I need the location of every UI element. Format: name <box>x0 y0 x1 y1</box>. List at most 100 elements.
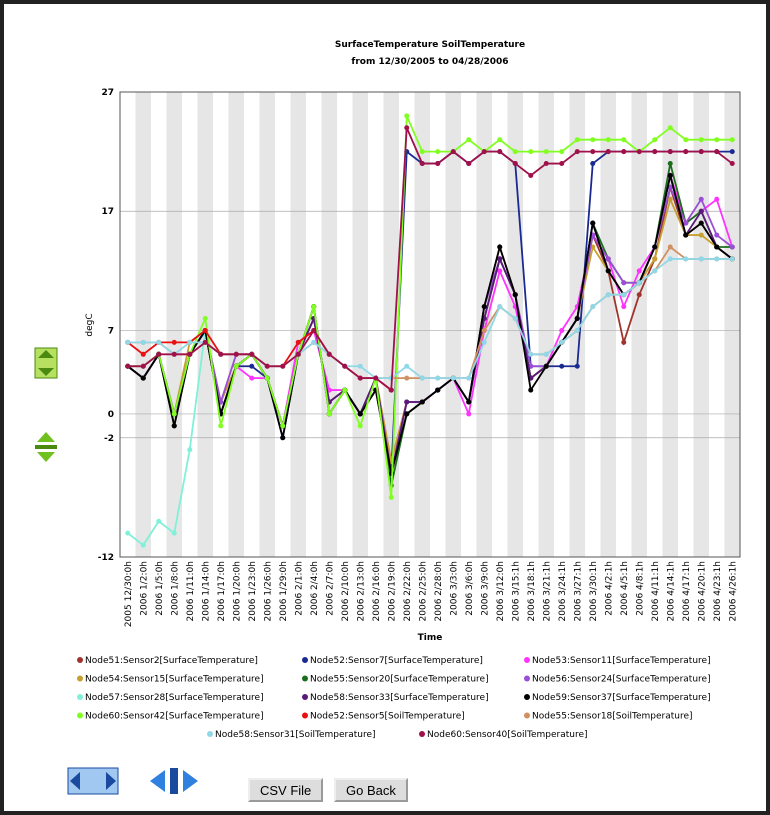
data-point <box>404 399 410 405</box>
data-point <box>357 411 363 417</box>
legend-swatch <box>524 712 530 719</box>
data-point <box>636 149 642 155</box>
data-point <box>652 256 658 262</box>
data-point <box>714 232 720 238</box>
data-point <box>512 292 518 298</box>
data-point <box>156 339 162 345</box>
data-point <box>125 339 131 345</box>
x-tick-label: 2006 2/28:0h <box>434 561 444 621</box>
data-point <box>466 411 472 417</box>
data-point <box>590 304 596 310</box>
data-point <box>714 149 720 155</box>
data-point <box>342 363 348 369</box>
data-point <box>295 351 301 357</box>
data-point <box>435 387 441 393</box>
legend-label: Node55:Sensor18[SoilTemperature] <box>532 712 693 722</box>
x-tick-label: 2006 1/23:0h <box>248 561 258 621</box>
data-point <box>574 316 580 322</box>
legend-swatch <box>77 694 83 700</box>
x-tick-label: 2006 2/4:0h <box>310 561 320 616</box>
legend-swatch <box>77 675 83 682</box>
band <box>259 92 275 557</box>
data-point <box>559 327 565 333</box>
legend-label: Node59:Sensor37[SurfaceTemperature] <box>532 693 711 703</box>
legend-label: Node52:Sensor7[SurfaceTemperature] <box>310 656 483 666</box>
band <box>321 92 337 557</box>
data-point <box>357 423 363 429</box>
data-point <box>605 292 611 298</box>
data-point <box>481 304 487 310</box>
data-point <box>450 375 456 381</box>
band <box>445 92 461 557</box>
data-point <box>326 351 332 357</box>
x-tick-label: 2006 3/24:1h <box>558 561 568 621</box>
data-point <box>450 149 456 155</box>
data-point <box>264 375 270 381</box>
data-point <box>528 351 534 357</box>
x-tick-label: 2006 3/21:1h <box>542 561 552 621</box>
data-point <box>698 220 704 226</box>
zoom-in-horizontal-icon[interactable] <box>67 767 119 795</box>
data-point <box>311 327 317 333</box>
data-point <box>419 399 425 405</box>
y-tick-label: 17 <box>101 207 114 217</box>
zoom-in-vertical-icon[interactable] <box>34 347 58 379</box>
data-point <box>388 494 394 500</box>
data-point <box>621 339 627 345</box>
data-point <box>621 304 627 310</box>
data-point <box>512 149 518 155</box>
data-point <box>559 149 565 155</box>
data-point <box>342 387 348 393</box>
data-point <box>497 268 503 274</box>
data-point <box>125 363 131 369</box>
zoom-out-vertical-icon[interactable] <box>35 432 57 462</box>
plot-border <box>119 91 741 558</box>
data-point <box>574 327 580 333</box>
band <box>414 92 430 557</box>
data-point <box>171 339 177 345</box>
data-point <box>419 149 425 155</box>
x-tick-label: 2006 2/25:0h <box>418 561 428 621</box>
legend-label: Node57:Sensor28[SurfaceTemperature] <box>85 693 264 703</box>
legend-label: Node51:Sensor2[SurfaceTemperature] <box>85 656 258 666</box>
data-point <box>574 137 580 143</box>
band <box>569 92 585 557</box>
zoom-out-horizontal-icon[interactable] <box>150 768 198 794</box>
data-point <box>574 363 580 369</box>
data-point <box>249 375 255 381</box>
data-point <box>466 375 472 381</box>
band <box>352 92 368 557</box>
legend-swatch <box>524 694 530 700</box>
back-button[interactable]: Go Back <box>334 778 408 802</box>
band <box>290 92 306 557</box>
x-tick-label: 2006 4/17:1h <box>682 561 692 621</box>
data-point <box>280 363 286 369</box>
band <box>600 92 616 557</box>
data-point <box>543 149 549 155</box>
data-point <box>559 339 565 345</box>
csv-button[interactable]: CSV File <box>248 778 324 802</box>
legend-label: Node58:Sensor31[SoilTemperature] <box>215 730 376 740</box>
x-tick-label: 2006 3/12:0h <box>496 561 506 621</box>
x-tick-label: 2006 1/17:0h <box>217 561 227 621</box>
data-point <box>171 411 177 417</box>
data-point <box>218 351 224 357</box>
legend-swatch <box>77 657 83 663</box>
data-point <box>590 149 596 155</box>
data-point <box>621 137 627 143</box>
data-point <box>156 518 162 524</box>
data-point <box>311 339 317 345</box>
data-point <box>605 268 611 274</box>
data-point <box>326 411 332 417</box>
data-point <box>729 244 735 250</box>
data-point <box>667 244 673 250</box>
legend-label: Node54:Sensor15[SurfaceTemperature] <box>85 675 264 685</box>
x-tick-label: 2006 1/8:0h <box>170 561 180 616</box>
x-tick-label: 2006 4/2:1h <box>604 561 614 616</box>
data-point <box>698 196 704 202</box>
data-point <box>187 447 193 453</box>
data-point <box>419 375 425 381</box>
x-tick-label: 2006 4/5:1h <box>620 561 630 616</box>
